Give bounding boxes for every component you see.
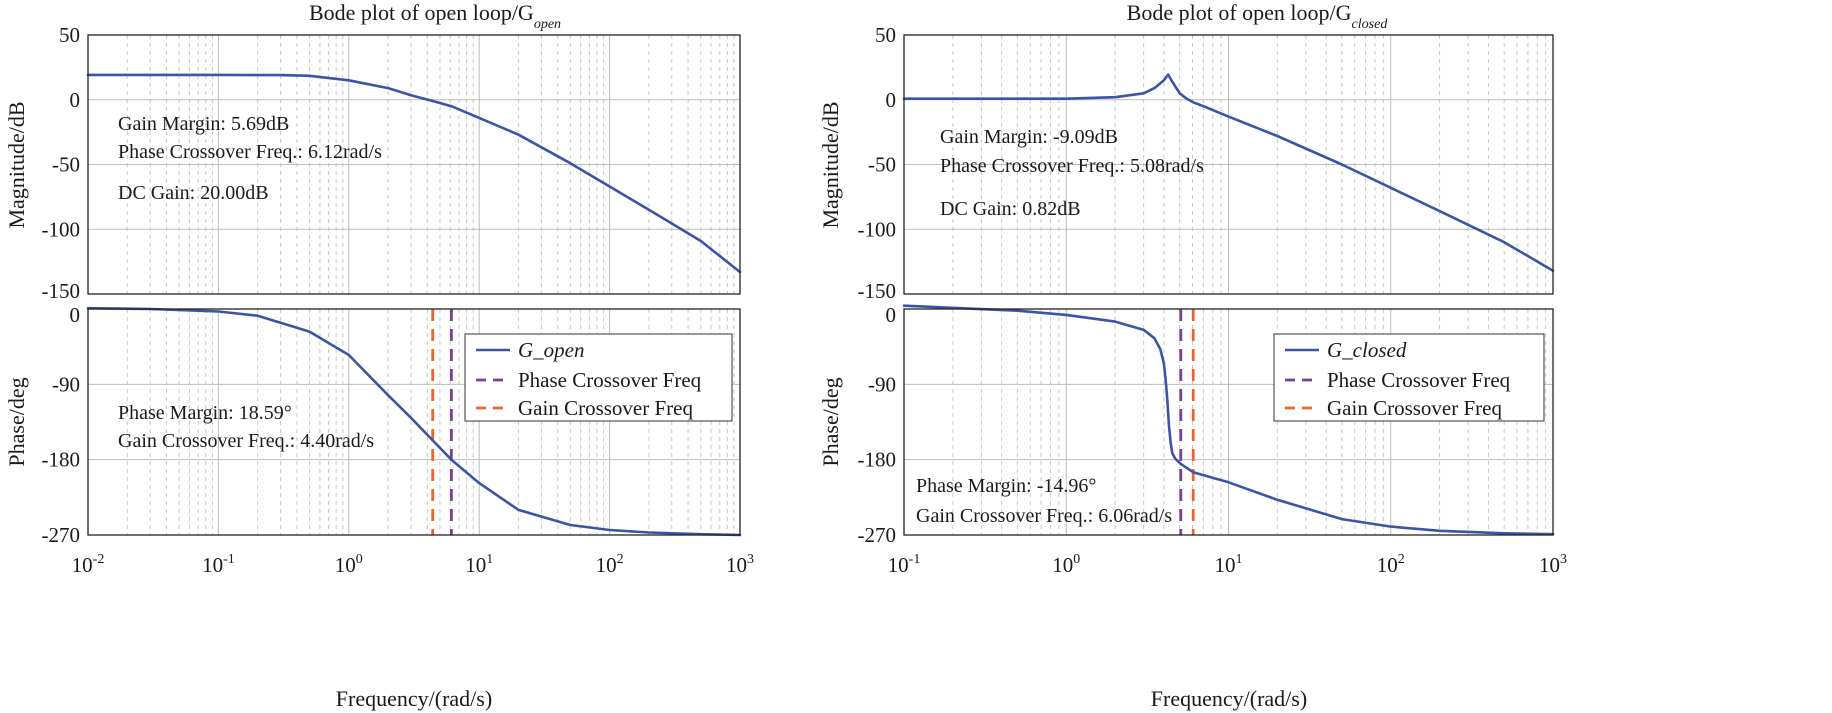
y-tick-label: -180 (42, 448, 81, 472)
legend-entry-gain-crossover: Gain Crossover Freq (518, 396, 693, 420)
x-axis-label: Frequency/(rad/s) (336, 686, 492, 711)
legend-box (1273, 333, 1545, 422)
x-tick-label: 10-2 (72, 552, 105, 577)
x-tick-label: 101 (465, 552, 493, 577)
y-tick-label: 50 (59, 23, 80, 47)
x-tick-label: 103 (1539, 552, 1567, 577)
phase-axis-label: Phase/deg (4, 377, 29, 466)
legend-entry-curve: G_closed (1327, 338, 1407, 362)
y-tick-label: -270 (42, 523, 81, 547)
phase-margin-annotation: Phase Margin: 18.59° (118, 402, 292, 424)
x-tick-label: 102 (596, 552, 624, 577)
x-tick-labels: 10-1 100 101 102 103 (888, 552, 1567, 577)
y-tick-label: -150 (858, 279, 897, 303)
x-tick-label: 102 (1377, 552, 1405, 577)
y-tick-label: 50 (875, 23, 896, 47)
y-tick-label: -100 (858, 217, 897, 241)
magnitude-axis-label: Magnitude/dB (818, 101, 843, 228)
y-tick-label: -270 (858, 523, 897, 547)
x-tick-label: 10-1 (888, 552, 921, 577)
y-tick-label: -180 (858, 448, 897, 472)
phase-margin-annotation: Phase Margin: -14.96° (916, 475, 1096, 497)
phase-plot: 0 -90 -180 -270 Phase/deg Phase Margin: -14… (818, 303, 1555, 547)
chart-title: Bode plot of open loop/Gopen (309, 0, 561, 32)
y-tick-label: 0 (886, 88, 897, 112)
y-tick-label: -50 (52, 153, 80, 177)
x-tick-label: 100 (1052, 552, 1080, 577)
y-tick-label: 0 (70, 303, 81, 327)
x-tick-label: 101 (1215, 552, 1243, 577)
gain-crossover-freq-annotation: Gain Crossover Freq.: 4.40rad/s (118, 430, 374, 452)
phase-curve (902, 304, 1555, 536)
x-tick-label: 10-1 (202, 552, 235, 577)
bode-chart-open: Bode plot of open loop/Gopen 50 0 -50 -100 -… (4, 0, 754, 711)
bode-chart-closed: Bode plot of open loop/Gclosed 50 0 -50 -10… (818, 0, 1567, 711)
x-axis-label: Frequency/(rad/s) (1151, 686, 1307, 711)
legend: G_closed Phase Crossover Freq Gain Cross… (1273, 333, 1545, 422)
chart-title: Bode plot of open loop/Gclosed (1127, 0, 1389, 32)
dc-gain-annotation: DC Gain: 20.00dB (118, 182, 269, 204)
legend: G_open Phase Crossover Freq Gain Crossov… (464, 333, 733, 422)
legend-box (464, 333, 733, 422)
y-tick-label: 0 (70, 88, 81, 112)
phase-axes-frame (87, 308, 741, 536)
y-tick-label: -50 (868, 153, 896, 177)
y-tick-label: -90 (868, 372, 896, 396)
y-tick-label: -90 (52, 372, 80, 396)
legend-entry-phase-crossover: Phase Crossover Freq (1327, 368, 1511, 392)
legend-entry-curve: G_open (518, 338, 585, 362)
gain-margin-annotation: Gain Margin: -9.09dB (940, 126, 1118, 148)
magnitude-plot: 50 0 -50 -100 -150 Magnitude/dB Gain Margin:… (818, 23, 1555, 303)
magnitude-axis-label: Magnitude/dB (4, 101, 29, 228)
phase-curve (86, 306, 742, 537)
legend-entry-phase-crossover: Phase Crossover Freq (518, 368, 702, 392)
magnitude-plot: 50 0 -50 -100 -150 Magnitude/dB Gain Margin:… (4, 23, 742, 303)
phase-plot: 0 -90 -180 -270 Phase/deg Phase Margin: 18.… (4, 303, 742, 547)
x-tick-labels: 10-2 10-1 100 101 102 103 (72, 552, 754, 577)
phase-axis-label: Phase/deg (818, 377, 843, 466)
magnitude-curve (902, 73, 1555, 272)
phase-axes-frame (903, 308, 1554, 536)
x-tick-label: 100 (335, 552, 363, 577)
y-tick-label: -150 (42, 279, 81, 303)
magnitude-curve (86, 73, 742, 274)
magnitude-axes-frame (87, 34, 741, 295)
phase-crossover-freq-annotation: Phase Crossover Freq.: 5.08rad/s (940, 155, 1204, 177)
y-tick-label: -100 (42, 217, 81, 241)
x-tick-label: 103 (726, 552, 754, 577)
gain-margin-annotation: Gain Margin: 5.69dB (118, 113, 289, 135)
gain-crossover-freq-annotation: Gain Crossover Freq.: 6.06rad/s (916, 505, 1172, 527)
phase-crossover-freq-annotation: Phase Crossover Freq.: 6.12rad/s (118, 141, 382, 163)
magnitude-axes-frame (903, 34, 1554, 295)
y-tick-label: 0 (886, 303, 897, 327)
legend-entry-gain-crossover: Gain Crossover Freq (1327, 396, 1502, 420)
dc-gain-annotation: DC Gain: 0.82dB (940, 198, 1081, 220)
